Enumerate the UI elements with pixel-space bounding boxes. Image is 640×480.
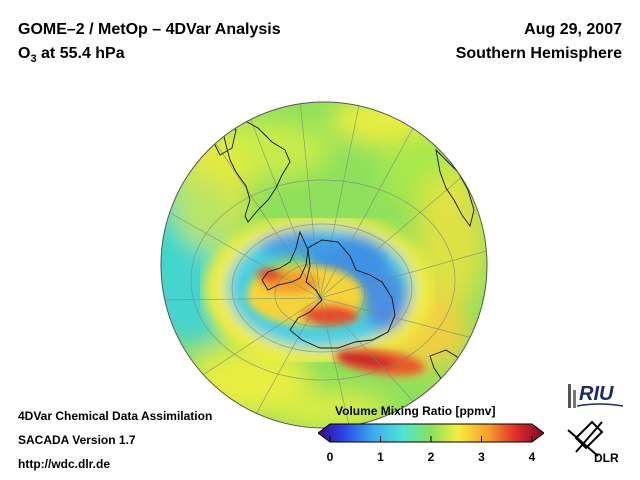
title-block: GOME–2 / MetOp – 4DVar Analysis O3 at 55… [18, 18, 281, 71]
map-date: Aug 29, 2007 [524, 21, 622, 38]
colorbar [318, 423, 544, 443]
date-block: Aug 29, 2007 Southern Hemisphere [456, 18, 622, 66]
colorbar-tick-label: 0 [326, 450, 334, 464]
footer-line-1: 4DVar Chemical Data Assimilation [18, 409, 213, 423]
legend-title: Volume Mixing Ratio [ppmv] [335, 404, 496, 418]
colorbar-tick-label: 3 [478, 450, 485, 464]
vortex-core [247, 265, 425, 376]
species-symbol: O [18, 45, 31, 62]
footer-line-2: SACADA Version 1.7 [18, 433, 136, 447]
colorbar-tick-label: 1 [377, 450, 384, 464]
dlr-logo: DLR [567, 420, 619, 465]
footer-link[interactable]: http://wdc.dlr.de [18, 457, 110, 471]
map-region: Southern Hemisphere [455, 45, 622, 62]
riu-logo-text: RIU [579, 383, 614, 405]
pressure-level: at 55.4 hPa [36, 45, 125, 62]
map-title: GOME–2 / MetOp – 4DVar Analysis [18, 21, 281, 38]
riu-logo: RIU [568, 383, 624, 408]
colorbar-tick-label: 2 [427, 450, 435, 464]
dlr-logo-text: DLR [594, 451, 619, 465]
species-subscript: 3 [30, 53, 37, 66]
map-subtitle: O3 at 55.4 hPa [18, 42, 281, 71]
footer-info: 4DVar Chemical Data Assimilation SACADA … [18, 404, 212, 476]
colorbar-tick-label: 4 [528, 450, 536, 464]
